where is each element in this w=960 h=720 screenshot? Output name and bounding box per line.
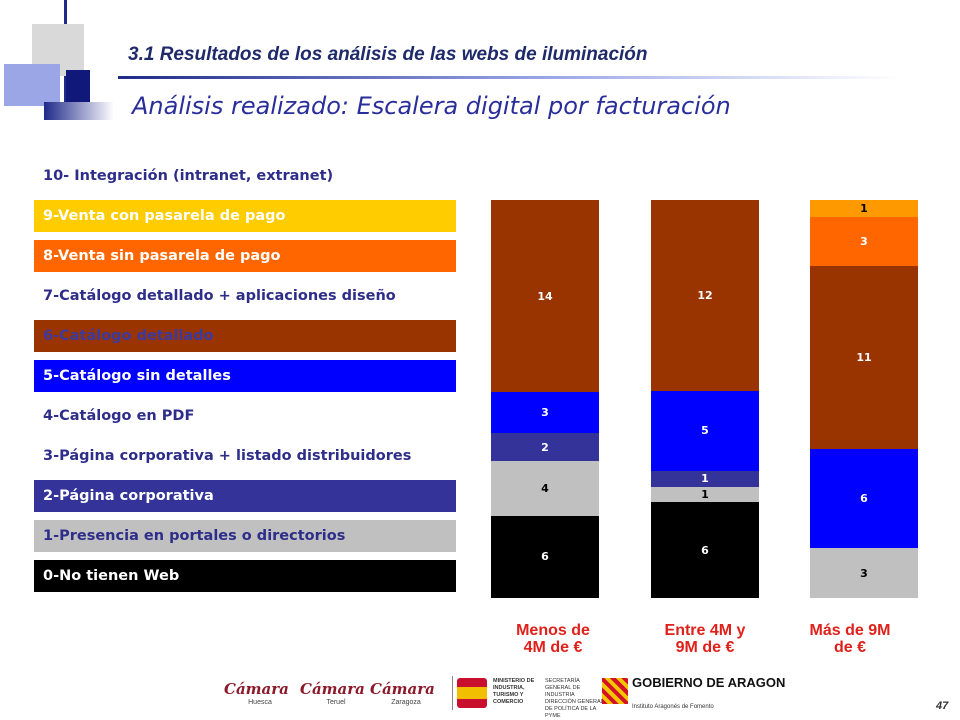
header-decoration-gradient	[44, 102, 114, 120]
legend-item-6: 6-Catálogo detallado	[34, 320, 456, 352]
bar-value-label: 11	[856, 351, 872, 365]
bar-value-label: 5	[701, 424, 709, 438]
legend-item-1: 1-Presencia en portales o directorios	[34, 520, 456, 552]
bar-value-label: 3	[541, 406, 549, 420]
ministerio-text: MINISTERIO DE INDUSTRIA, TURISMO Y COMER…	[493, 678, 535, 705]
camara-huesca-logo: Cámara Huesca	[224, 680, 296, 720]
camara-teruel-city: Teruel	[326, 699, 346, 706]
gobierno-aragon-subtitle: Instituto Aragonés de Fomento	[632, 704, 714, 710]
bar-value-label: 12	[697, 289, 713, 303]
legend-item-8: 8-Venta sin pasarela de pago	[34, 240, 456, 272]
camara-zaragoza-city: Zaragoza	[391, 699, 421, 706]
category-label-entre-4m-9m: Entre 4M y 9M de €	[664, 622, 746, 656]
bar-segment: 1	[651, 486, 759, 503]
bar-value-label: 1	[860, 201, 868, 215]
bar-segment: 3	[810, 216, 918, 267]
bar-value-label: 6	[701, 543, 709, 557]
bar-segment: 1	[810, 200, 918, 217]
legend-item-9: 9-Venta con pasarela de pago	[34, 200, 456, 232]
bar-value-label: 1	[701, 488, 709, 501]
camara-teruel-name: Cámara	[300, 680, 365, 698]
legend-item-0: 0-No tienen Web	[34, 560, 456, 592]
secretaria-text: SECRETARÍA GENERAL DE INDUSTRIA DIRECCIÓ…	[545, 678, 604, 719]
legend-item-2: 2-Página corporativa	[34, 480, 456, 512]
camara-huesca-name: Cámara	[224, 680, 289, 698]
bar-segment: 12	[651, 200, 759, 392]
bar-value-label: 2	[541, 440, 549, 454]
legend-item-3: 3-Página corporativa + listado distribui…	[34, 440, 456, 472]
page-number: 47	[936, 700, 949, 712]
bar-value-label: 14	[537, 289, 553, 303]
header-rule	[118, 76, 898, 79]
bar-segment: 4	[491, 460, 599, 516]
bar-segment: 6	[491, 515, 599, 598]
category-label-menos-4m: Menos de 4M de €	[516, 622, 590, 656]
spain-emblem-icon	[457, 678, 487, 708]
bar-segment: 11	[810, 266, 918, 449]
camara-zaragoza-logo: Cámara Zaragoza	[370, 680, 442, 720]
bar-value-label: 3	[860, 566, 868, 580]
bar-segment: 6	[810, 448, 918, 549]
bar-segment: 2	[491, 433, 599, 461]
bar-value-label: 6	[541, 550, 549, 564]
bar-segment: 14	[491, 200, 599, 393]
section-title: 3.1 Resultados de los análisis de las we…	[128, 44, 648, 65]
camara-teruel-logo: Cámara Teruel	[300, 680, 372, 720]
bar-value-label: 1	[701, 472, 709, 486]
bar-segment: 6	[651, 502, 759, 598]
legend-item-4: 4-Catálogo en PDF	[34, 400, 456, 432]
bar-segment: 3	[491, 392, 599, 434]
camara-zaragoza-name: Cámara	[370, 680, 435, 698]
gobierno-aragon-logo: GOBIERNO DE ARAGON Instituto Aragonés de…	[602, 674, 785, 712]
camara-huesca-city: Huesca	[248, 699, 272, 706]
bar-segment: 5	[651, 391, 759, 471]
bar-value-label: 3	[860, 234, 868, 248]
bar-segment: 3	[810, 548, 918, 598]
aragon-flag-icon	[602, 678, 628, 704]
slide-title: Análisis realizado: Escalera digital por…	[132, 92, 731, 120]
bar-value-label: 6	[860, 492, 868, 505]
legend-item-10: 10- Integración (intranet, extranet)	[34, 160, 456, 192]
gobierno-aragon-title: GOBIERNO DE ARAGON	[632, 675, 786, 690]
header-decoration-square-blue	[4, 64, 60, 106]
legend-item-5: 5-Catálogo sin detalles	[34, 360, 456, 392]
bar-segment: 1	[651, 470, 759, 487]
ministerio-logo: MINISTERIO DE INDUSTRIA, TURISMO Y COMER…	[452, 676, 603, 719]
legend-item-7: 7-Catálogo detallado + aplicaciones dise…	[34, 280, 456, 312]
category-label-mas-9m: Más de 9M de €	[809, 622, 891, 656]
bar-value-label: 4	[541, 481, 549, 495]
